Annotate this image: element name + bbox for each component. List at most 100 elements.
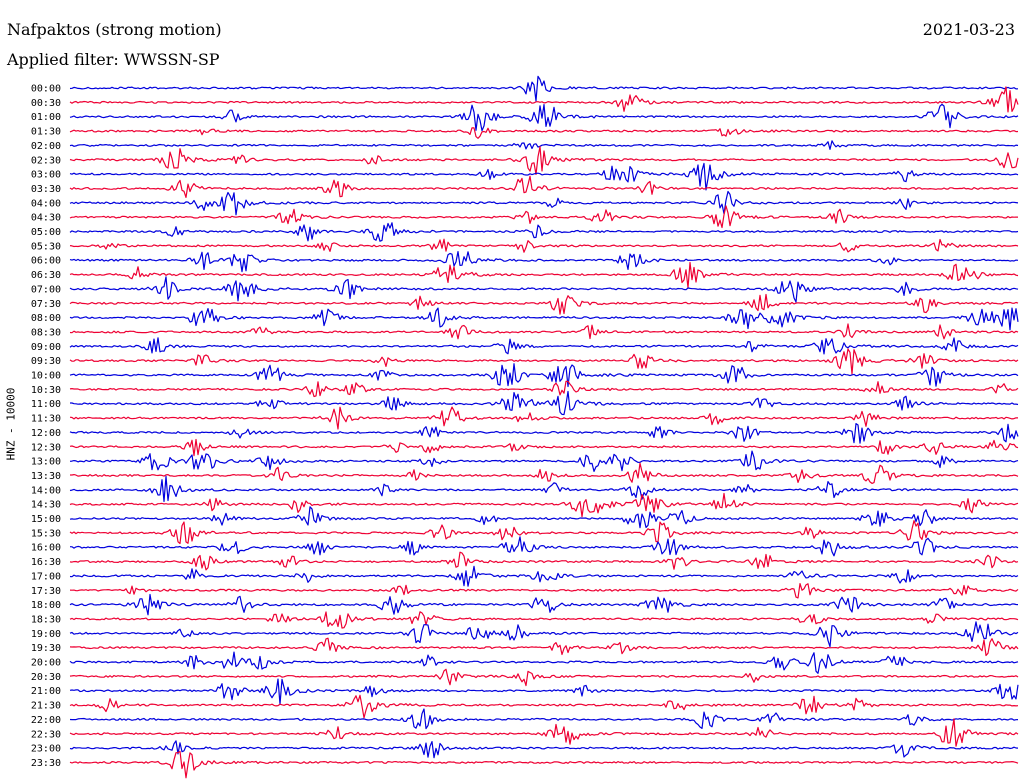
- trace-line-0500: [69, 222, 1019, 242]
- time-tick-label: 23:00: [31, 744, 61, 755]
- time-tick-label: 06:00: [31, 256, 61, 267]
- trace-line-1700: [69, 565, 1019, 587]
- trace-line-1400: [69, 475, 1019, 503]
- trace-line-0700: [69, 276, 1019, 303]
- trace-line-1330: [70, 462, 1019, 484]
- time-tick-label: 17:30: [31, 586, 61, 597]
- time-tick-label: 19:30: [31, 643, 61, 654]
- time-tick-label: 01:00: [31, 112, 61, 123]
- trace-line-1900: [69, 621, 1019, 648]
- trace-line-0730: [69, 293, 1019, 315]
- trace-line-0630: [69, 261, 1019, 289]
- trace-line-2230: [69, 718, 1019, 747]
- trace-line-2200: [69, 708, 1019, 730]
- time-tick-label: 02:30: [31, 155, 61, 166]
- time-tick-label: 07:00: [31, 284, 61, 295]
- trace-line-0330: [69, 175, 1019, 198]
- time-tick-label: 18:00: [31, 600, 61, 611]
- time-tick-label: 05:00: [31, 227, 61, 238]
- trace-line-0030: [69, 86, 1019, 113]
- trace-line-0600: [69, 251, 1019, 273]
- time-tick-label: 22:30: [31, 729, 61, 740]
- time-tick-label: 15:00: [31, 514, 61, 525]
- trace-line-2330: [69, 750, 1019, 779]
- trace-line-1030: [69, 380, 1019, 398]
- trace-line-0430: [69, 205, 1018, 229]
- date-label: 2021-03-23: [922, 20, 1015, 39]
- trace-line-1530: [69, 520, 1019, 545]
- trace-line-1830: [69, 611, 1019, 629]
- time-tick-label: 20:00: [31, 658, 61, 669]
- trace-line-0300: [69, 162, 1019, 191]
- time-tick-label: 10:00: [31, 371, 61, 382]
- time-tick-label: 16:00: [31, 543, 61, 554]
- time-tick-label: 17:00: [31, 571, 61, 582]
- trace-line-1800: [69, 593, 1019, 616]
- time-tick-label: 13:30: [31, 471, 61, 482]
- trace-line-2130: [69, 694, 1019, 719]
- time-tick-label: 09:00: [31, 342, 61, 353]
- time-tick-label: 16:30: [31, 557, 61, 568]
- time-tick-label: 23:30: [31, 758, 61, 769]
- time-tick-label: 20:30: [31, 672, 61, 683]
- trace-line-0130: [69, 127, 1019, 139]
- time-tick-label: 03:30: [31, 184, 61, 195]
- time-tick-label: 05:30: [31, 241, 61, 252]
- time-tick-label: 00:00: [31, 84, 61, 95]
- trace-line-1230: [69, 438, 1019, 457]
- time-tick-label: 13:00: [31, 457, 61, 468]
- time-tick-label: 14:00: [31, 485, 61, 496]
- trace-line-1300: [69, 450, 1019, 472]
- time-tick-label: 11:30: [31, 414, 61, 425]
- time-tick-label: 09:30: [31, 356, 61, 367]
- trace-line-1500: [69, 506, 1019, 529]
- trace-line-1130: [69, 406, 1019, 430]
- time-tick-label: 15:30: [31, 528, 61, 539]
- trace-line-2300: [69, 740, 1019, 759]
- trace-line-1600: [69, 536, 1019, 557]
- trace-line-0530: [69, 238, 1019, 253]
- trace-line-0400: [69, 190, 1019, 216]
- time-tick-label: 10:30: [31, 385, 61, 396]
- trace-line-0000: [69, 75, 1019, 102]
- trace-line-0100: [69, 103, 1019, 132]
- time-tick-label: 19:00: [31, 629, 61, 640]
- time-tick-label: 00:30: [31, 98, 61, 109]
- time-tick-label: 14:30: [31, 500, 61, 511]
- time-tick-label: 21:30: [31, 701, 61, 712]
- time-tick-label: 22:00: [31, 715, 61, 726]
- time-tick-label: 02:00: [31, 141, 61, 152]
- trace-line-1200: [69, 423, 1019, 444]
- time-tick-label: 18:30: [31, 614, 61, 625]
- time-tick-label: 06:30: [31, 270, 61, 281]
- trace-line-0230: [69, 146, 1019, 175]
- time-tick-label: 12:00: [31, 428, 61, 439]
- filter-label: Applied filter: WWSSN-SP: [7, 50, 220, 69]
- time-tick-label: 12:30: [31, 442, 61, 453]
- trace-line-1930: [69, 637, 1019, 657]
- trace-line-0800: [69, 307, 1019, 331]
- trace-line-0930: [69, 348, 1019, 375]
- trace-line-1000: [69, 363, 1019, 388]
- trace-line-1100: [70, 390, 1019, 416]
- time-tick-label: 07:30: [31, 299, 61, 310]
- trace-line-2030: [69, 668, 1019, 687]
- trace-line-1430: [69, 492, 1019, 518]
- trace-line-2000: [69, 651, 1019, 674]
- time-tick-label: 03:00: [31, 170, 61, 181]
- time-tick-label: 04:00: [31, 198, 61, 209]
- time-tick-label: 08:00: [31, 313, 61, 324]
- station-title: Nafpaktos (strong motion): [7, 20, 222, 39]
- time-tick-label: 04:30: [31, 213, 61, 224]
- time-tick-label: 01:30: [31, 127, 61, 138]
- trace-line-0200: [69, 140, 1019, 150]
- trace-line-0900: [69, 337, 1019, 355]
- trace-line-1630: [69, 551, 1019, 571]
- trace-line-0830: [69, 323, 1019, 340]
- time-tick-label: 21:00: [31, 686, 61, 697]
- time-tick-label: 11:00: [31, 399, 61, 410]
- time-tick-label: 08:30: [31, 327, 61, 338]
- trace-line-1730: [69, 583, 1019, 599]
